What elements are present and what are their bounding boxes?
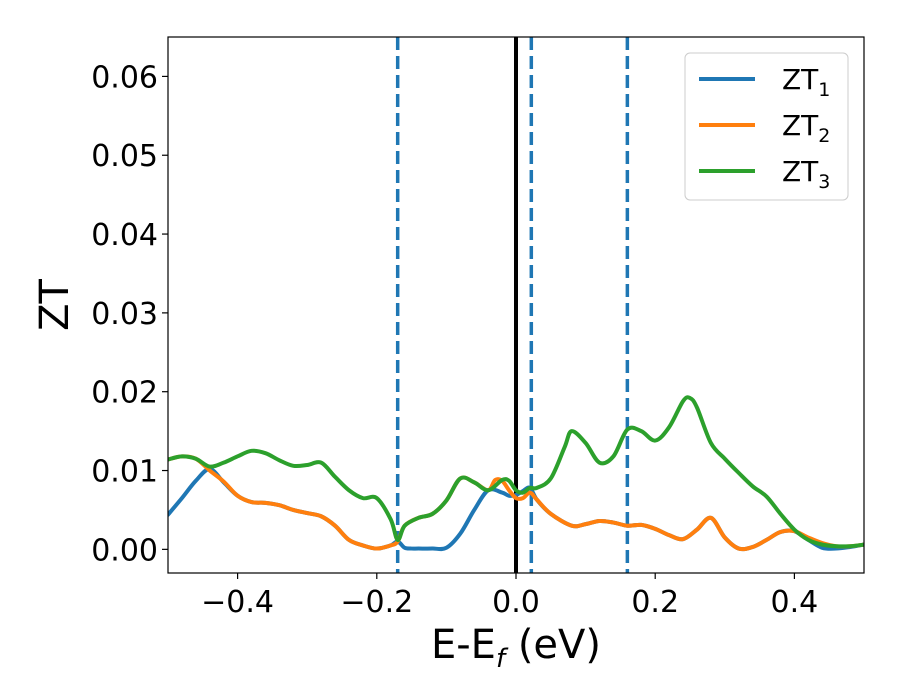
x-tick-label: −0.4	[201, 585, 274, 620]
y-axis: 0.00 0.01 0.02 0.03 0.04 0.05 0.06	[91, 60, 168, 568]
series-line-zt3	[168, 395, 864, 549]
x-tick-label: −0.2	[340, 585, 413, 620]
x-axis-label-tail: (eV)	[505, 622, 601, 668]
y-tick-label: 0.06	[91, 60, 158, 95]
y-tick-label: 0.02	[91, 376, 158, 411]
y-tick-label: 0.04	[91, 218, 158, 253]
legend: ZT1 ZT2 ZT3	[684, 52, 849, 201]
y-axis-label: ZT	[32, 279, 78, 331]
x-tick-label: 0.2	[631, 585, 679, 620]
series-layer	[168, 395, 864, 552]
x-tick-label: 0.4	[771, 585, 819, 620]
x-axis: −0.4 −0.2 0.0 0.2 0.4	[201, 573, 818, 620]
y-tick-label: 0.01	[91, 455, 158, 490]
legend-label-zt2: ZT2	[782, 109, 830, 147]
y-tick-label: 0.00	[91, 533, 158, 568]
legend-label-zt3: ZT3	[782, 155, 830, 193]
legend-label-zt1: ZT1	[782, 63, 830, 101]
y-tick-label: 0.05	[91, 139, 158, 174]
vertical-lines	[395, 37, 630, 573]
x-tick-label: 0.0	[492, 585, 540, 620]
legend-box	[684, 52, 849, 201]
x-axis-label: E-Ef (eV)	[431, 622, 601, 674]
x-axis-label-main: E-E	[431, 622, 496, 668]
series-line-zt2	[168, 454, 864, 552]
y-tick-label: 0.03	[91, 297, 158, 332]
